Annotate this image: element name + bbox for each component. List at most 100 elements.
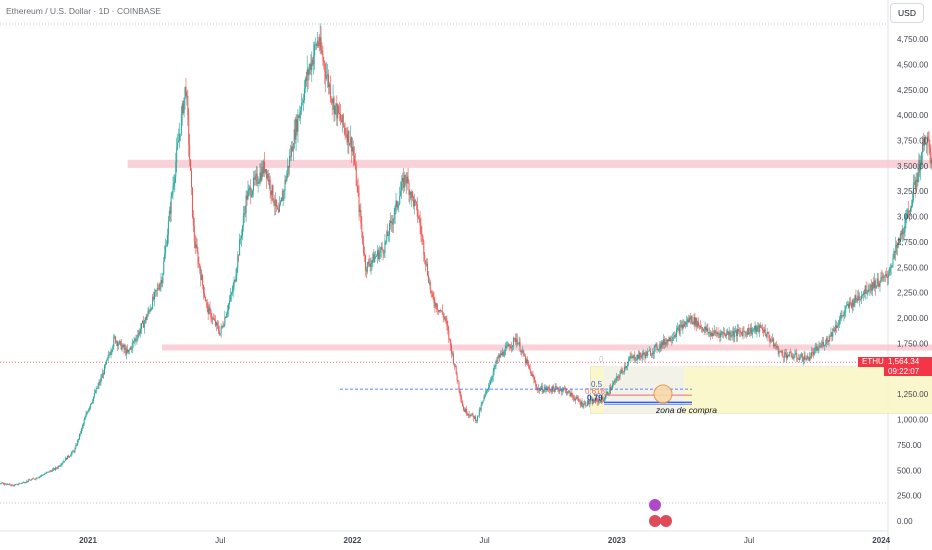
candle (700, 327, 702, 328)
candle (335, 103, 337, 106)
candle (799, 356, 801, 358)
candle (568, 390, 570, 392)
lightning-icon[interactable] (649, 499, 661, 511)
candle (12, 484, 14, 486)
candle (153, 291, 155, 300)
candle (277, 207, 279, 210)
candle (62, 462, 64, 464)
candle (259, 172, 261, 182)
candle (888, 272, 890, 275)
candle (526, 359, 528, 364)
candle (359, 209, 361, 212)
candle (893, 251, 895, 258)
candle (347, 130, 349, 143)
candle (72, 451, 74, 452)
candle (214, 319, 216, 321)
us-flag-icon-2[interactable] (660, 515, 672, 527)
candle (902, 228, 904, 234)
candle (786, 355, 788, 359)
candle (341, 114, 343, 123)
candle (514, 337, 516, 343)
candle (310, 63, 312, 71)
candle (133, 341, 135, 342)
x-tick-label: Jul (744, 536, 754, 545)
candle (15, 484, 17, 485)
candle (243, 213, 245, 216)
candle (453, 363, 455, 367)
candle (739, 330, 741, 333)
candle (63, 461, 65, 463)
candle (725, 333, 727, 337)
candle (284, 179, 286, 191)
candle (253, 177, 255, 180)
candle (203, 284, 205, 294)
candle (904, 219, 906, 233)
candle (833, 328, 835, 331)
candle (230, 293, 232, 295)
candle (272, 185, 274, 201)
candle (887, 274, 889, 278)
candle (927, 136, 929, 140)
candle (327, 74, 329, 87)
candle (491, 377, 493, 380)
candle (713, 330, 715, 334)
candle (96, 388, 98, 389)
candle (590, 399, 592, 401)
price-axis[interactable]: 4,750.00 4,500.00 4,250.00 4,000.00 3,750.00… (897, 35, 929, 526)
candle (751, 329, 753, 334)
candle (0, 483, 2, 484)
candle (75, 445, 77, 449)
us-flag-icon[interactable] (649, 515, 661, 527)
candle (754, 325, 756, 330)
candle (320, 37, 322, 50)
event-icons[interactable] (649, 499, 672, 527)
candle (848, 302, 850, 308)
y-tick-label: 4,250.00 (897, 86, 929, 95)
candle (634, 355, 636, 361)
candle (855, 295, 857, 300)
candle (897, 242, 899, 248)
candle (627, 360, 629, 365)
candle (785, 352, 787, 354)
candle (103, 373, 105, 375)
candle (728, 332, 730, 335)
candle (783, 356, 785, 358)
candle (167, 220, 169, 235)
candle (667, 339, 669, 342)
candle (850, 303, 852, 308)
candle (394, 206, 396, 216)
candle (664, 342, 666, 345)
candle (794, 353, 796, 357)
candle (121, 346, 123, 350)
currency-button[interactable]: USD (890, 3, 924, 23)
candle (156, 287, 158, 291)
candle (368, 261, 370, 265)
candle (399, 196, 401, 205)
candle (88, 408, 90, 412)
candle (381, 246, 383, 250)
candle (434, 303, 436, 307)
candle (669, 337, 671, 341)
candle (234, 280, 236, 282)
candle (485, 391, 487, 395)
candle (48, 471, 50, 473)
candle (655, 344, 657, 346)
candle (682, 324, 684, 329)
candle (838, 320, 840, 325)
candle (662, 341, 664, 346)
candle (747, 328, 749, 336)
time-axis[interactable]: Jul2021Jul2022Jul2023Jul2024Jul2025Jul20… (0, 536, 932, 545)
candle (311, 59, 313, 71)
candle (108, 354, 110, 356)
candle (166, 245, 168, 247)
candle (885, 273, 887, 277)
candle (779, 351, 781, 352)
candle (261, 167, 263, 181)
candle (628, 358, 630, 361)
candle (406, 176, 408, 184)
candle (862, 292, 864, 295)
candle (227, 310, 229, 314)
candle (208, 307, 210, 314)
candle (67, 455, 69, 458)
